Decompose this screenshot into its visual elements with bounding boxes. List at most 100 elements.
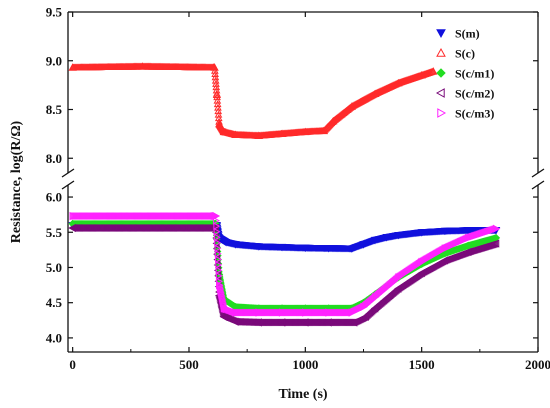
curve-marker: [215, 260, 223, 269]
axis-break-mark: [531, 168, 545, 178]
series-curve: [68, 62, 437, 139]
data-point: [360, 302, 368, 312]
legend: S(m) S(c) S(c/m1) S(c/m2) S(c/m3): [435, 27, 494, 121]
curve-marker: [213, 233, 221, 242]
data-point: [464, 227, 473, 235]
data-point: [370, 304, 379, 313]
data-point: [277, 129, 287, 138]
x-tick-label: 500: [179, 357, 199, 372]
legend-marker: [435, 88, 445, 98]
curve-marker: [213, 227, 221, 236]
data-point: [219, 127, 229, 136]
data-point: [465, 233, 473, 243]
ticks: 0 500 1000 1500 2000 8.0 8.5 9.0 9.5 4.0 4.5 5.0 5.5…: [46, 5, 550, 373]
legend-label: S(c/m3): [455, 107, 494, 121]
curve-marker: [215, 266, 223, 275]
data-point: [417, 268, 425, 278]
data-point: [394, 284, 402, 293]
data-point: [231, 130, 240, 138]
data-point: [222, 238, 231, 247]
curve-marker: [214, 271, 222, 280]
data-point: [301, 244, 310, 253]
curve-marker: [214, 110, 223, 118]
curve-marker: [213, 222, 221, 231]
data-point: [359, 241, 368, 249]
legend-marker: [436, 29, 446, 39]
curve-marker: [212, 83, 221, 91]
data-point: [382, 234, 391, 242]
legend-label: S(c/m1): [455, 67, 494, 81]
data-point: [220, 304, 229, 313]
data-point: [68, 223, 76, 233]
data-point: [210, 63, 219, 71]
data-point: [231, 317, 239, 326]
y-upper-tick-label: 9.0: [46, 53, 62, 68]
curve-marker: [214, 238, 222, 247]
data-point: [440, 256, 449, 265]
curve-marker: [213, 100, 222, 108]
data-point: [463, 247, 472, 257]
x-tick-label: 0: [69, 357, 76, 372]
data-point: [219, 312, 228, 321]
axis-break-mark: [531, 180, 545, 190]
axis-break-mark: [61, 168, 75, 178]
data-point: [491, 239, 500, 248]
curve-marker: [213, 216, 221, 225]
y-upper-tick-label: 8.5: [46, 102, 63, 117]
data-point: [348, 308, 357, 317]
data-point: [492, 224, 501, 233]
legend-label: S(m): [455, 27, 480, 41]
legend-label: S(c/m2): [455, 87, 494, 101]
curve-marker: [213, 96, 222, 104]
data-point: [395, 273, 403, 282]
data-point: [212, 211, 221, 221]
data-point: [69, 211, 77, 221]
data-point: [277, 318, 286, 327]
data-point: [278, 308, 287, 317]
y-lower-tick-label: 4.5: [46, 295, 63, 310]
y-lower-tick-label: 5.0: [46, 260, 62, 275]
curve-marker: [211, 73, 220, 81]
data-point: [277, 243, 287, 252]
y-lower-tick-label: 5.5: [46, 225, 63, 240]
data-point: [361, 312, 369, 321]
data-point: [324, 318, 332, 327]
x-tick-label: 2000: [525, 357, 550, 372]
curve-marker: [215, 255, 222, 264]
y-lower-tick-label: 6.0: [46, 190, 62, 205]
data-point: [418, 257, 426, 266]
data-point: [347, 245, 357, 253]
data-point: [216, 280, 224, 290]
curve-marker: [213, 266, 221, 275]
series-s-c-m3-: [69, 211, 501, 317]
data-point: [429, 67, 438, 75]
curve-marker: [214, 244, 222, 253]
data-point: [254, 318, 262, 327]
data-point: [329, 116, 338, 125]
data-point: [347, 102, 357, 110]
legend-label: S(c): [455, 47, 475, 61]
data-point: [231, 241, 240, 249]
data-point: [394, 78, 403, 87]
curve-marker: [214, 107, 223, 115]
data-point: [349, 318, 358, 327]
plot-frame: [61, 11, 545, 353]
legend-marker: [437, 108, 447, 118]
curve-marker: [214, 103, 222, 111]
x-tick-label: 1500: [409, 357, 435, 372]
curve-marker: [213, 93, 221, 101]
data-point: [138, 62, 147, 70]
curve-marker: [212, 79, 220, 87]
data-point: [300, 318, 309, 327]
data-point: [319, 126, 329, 135]
series-s-c-: [68, 62, 438, 139]
x-tick-label: 1000: [292, 357, 318, 372]
curve-marker: [214, 249, 222, 258]
legend-marker: [436, 68, 446, 78]
y-upper-tick-label: 8.0: [46, 151, 62, 166]
y-upper-tick-label: 9.5: [46, 5, 63, 20]
data-point: [441, 244, 450, 253]
data-point: [464, 241, 473, 250]
data-point: [371, 292, 380, 302]
